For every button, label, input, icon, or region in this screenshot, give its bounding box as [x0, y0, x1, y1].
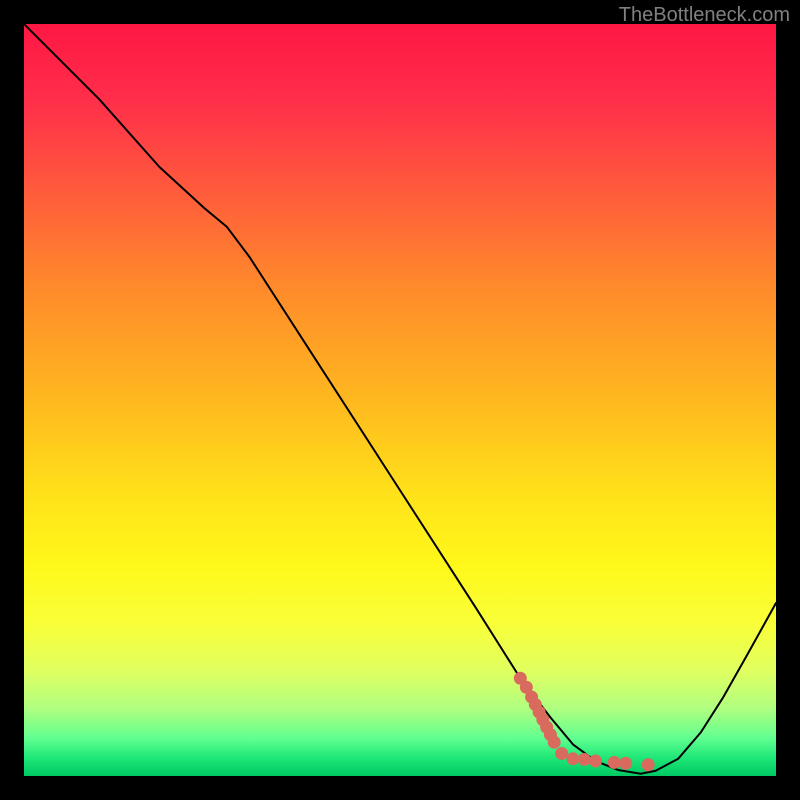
marker-point	[608, 756, 620, 768]
chart-overlay	[24, 24, 776, 776]
marker-point	[548, 736, 560, 748]
marker-point	[556, 747, 568, 759]
marker-point	[567, 753, 579, 765]
marker-point	[578, 753, 590, 765]
chart-plot-area	[24, 24, 776, 776]
marker-point	[590, 755, 602, 767]
highlight-markers	[514, 672, 654, 770]
bottleneck-curve	[24, 24, 776, 774]
marker-point	[620, 757, 632, 769]
watermark-text: TheBottleneck.com	[619, 4, 790, 27]
marker-point	[642, 759, 654, 771]
